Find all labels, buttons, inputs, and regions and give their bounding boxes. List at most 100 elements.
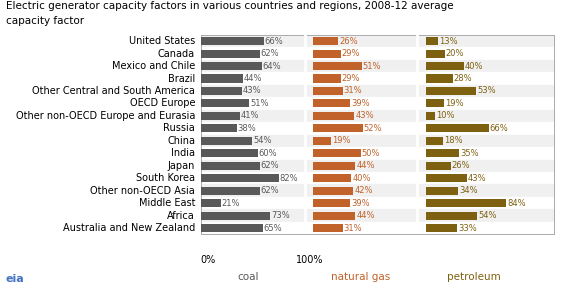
Bar [201,85,554,97]
Bar [313,100,350,107]
Text: 40%: 40% [465,62,484,70]
Text: 53%: 53% [477,86,496,95]
Bar [426,199,506,207]
Text: 73%: 73% [271,211,290,220]
Bar [426,149,459,157]
Text: 66%: 66% [490,124,509,133]
Text: 44%: 44% [356,211,375,220]
Text: 19%: 19% [445,99,463,108]
Bar [201,47,554,60]
Text: 31%: 31% [344,223,362,233]
Bar [313,87,343,95]
Bar [313,49,341,58]
Bar [426,187,458,195]
Text: 34%: 34% [459,186,478,195]
Bar [201,134,554,147]
Text: 20%: 20% [446,49,464,58]
Text: 42%: 42% [354,186,373,195]
Bar [201,184,554,197]
Text: natural gas: natural gas [331,272,390,282]
Text: 41%: 41% [241,111,259,120]
Text: 66%: 66% [264,37,283,46]
Text: 35%: 35% [460,149,479,158]
Bar [201,172,554,184]
Text: 62%: 62% [260,49,279,58]
Bar [201,187,260,195]
Bar [201,62,262,70]
Text: 84%: 84% [507,199,525,207]
Bar [201,224,263,232]
Bar [201,174,279,182]
Bar [201,197,554,209]
Text: 26%: 26% [451,161,470,170]
Text: 65%: 65% [263,223,282,233]
Bar [201,110,554,122]
Bar [201,222,554,234]
Text: eia: eia [6,274,24,283]
Text: 39%: 39% [351,99,370,108]
Bar [313,74,341,83]
Text: 60%: 60% [259,149,277,158]
Bar [426,100,444,107]
Bar [426,87,476,95]
Bar [201,74,242,83]
Bar [426,137,443,145]
Bar [201,159,554,172]
Bar [201,100,249,107]
Bar [201,162,260,170]
Bar [426,49,445,58]
Bar [426,74,453,83]
Text: 64%: 64% [263,62,281,70]
Text: 38%: 38% [238,124,257,133]
Text: 10%: 10% [436,111,455,120]
Text: 82%: 82% [280,174,298,183]
Bar [201,209,554,222]
Text: 39%: 39% [351,199,370,207]
Bar [426,124,489,132]
Text: 44%: 44% [244,74,262,83]
Bar [313,112,354,120]
Text: 29%: 29% [342,49,360,58]
Bar [426,224,457,232]
Bar [201,49,260,58]
Text: coal: coal [237,272,259,282]
Bar [313,224,343,232]
Bar [313,212,355,220]
Bar [201,72,554,85]
Bar [426,62,464,70]
Bar [426,162,451,170]
Text: 13%: 13% [439,37,458,46]
Text: 100%: 100% [296,255,324,265]
Bar [313,62,362,70]
Text: 54%: 54% [479,211,497,220]
Text: 43%: 43% [242,86,261,95]
Bar [201,137,252,145]
Bar [201,87,242,95]
Bar [313,37,338,45]
Text: 0%: 0% [201,255,216,265]
Bar [313,174,351,182]
Text: 50%: 50% [362,149,380,158]
Text: 28%: 28% [454,74,472,83]
Text: 18%: 18% [444,136,463,145]
Bar [201,212,270,220]
Text: 44%: 44% [356,161,375,170]
Text: capacity factor: capacity factor [6,16,84,26]
Text: petroleum: petroleum [447,272,501,282]
Bar [201,37,263,45]
Bar [201,97,554,110]
Bar [313,162,355,170]
Text: 26%: 26% [339,37,358,46]
Bar [313,149,361,157]
Text: 43%: 43% [355,111,374,120]
Bar [201,35,554,47]
Text: 40%: 40% [353,174,371,183]
Bar [201,149,258,157]
Bar [313,124,363,132]
Bar [313,187,353,195]
Text: 52%: 52% [364,124,383,133]
Text: 31%: 31% [344,86,362,95]
Text: 29%: 29% [342,74,360,83]
Bar [426,37,438,45]
Bar [201,122,554,134]
